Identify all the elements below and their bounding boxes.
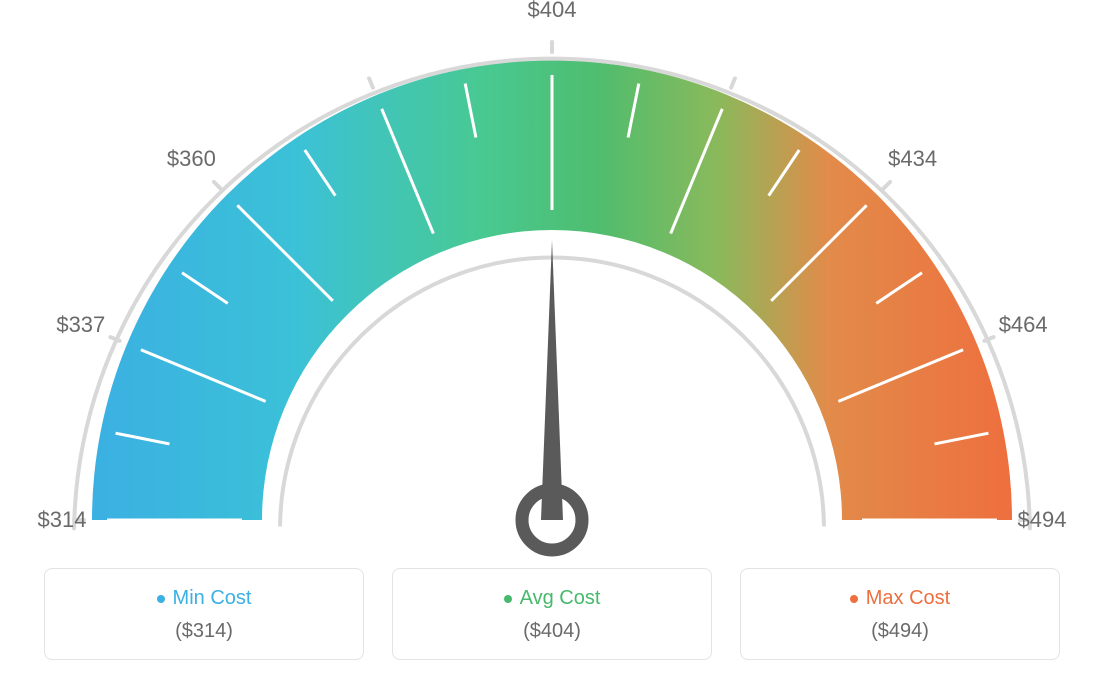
legend-value-avg: ($404) <box>403 620 701 643</box>
legend-card-min: Min Cost ($314) <box>44 568 364 660</box>
gauge-tick-label: $464 <box>999 312 1048 338</box>
legend-card-max: Max Cost ($494) <box>740 568 1060 660</box>
legend-label: Avg Cost <box>520 587 601 610</box>
gauge-tick-label: $314 <box>38 507 87 533</box>
dot-icon <box>850 595 858 603</box>
legend-row: Min Cost ($314) Avg Cost ($404) Max Cost… <box>0 568 1104 660</box>
cost-gauge: $314 $337 $360 $404 $434 $464 $494 <box>0 0 1104 560</box>
gauge-tick-label: $434 <box>888 146 937 172</box>
dot-icon <box>157 595 165 603</box>
legend-title-min: Min Cost <box>157 587 252 610</box>
gauge-tick-label: $494 <box>1018 507 1067 533</box>
legend-title-avg: Avg Cost <box>504 587 601 610</box>
gauge-svg <box>0 0 1104 560</box>
legend-value-min: ($314) <box>55 620 353 643</box>
legend-value-max: ($494) <box>751 620 1049 643</box>
legend-label: Min Cost <box>173 587 252 610</box>
gauge-tick-label: $404 <box>528 0 577 23</box>
dot-icon <box>504 595 512 603</box>
legend-title-max: Max Cost <box>850 587 950 610</box>
legend-card-avg: Avg Cost ($404) <box>392 568 712 660</box>
gauge-tick-label: $337 <box>56 312 105 338</box>
legend-label: Max Cost <box>866 587 950 610</box>
gauge-tick-label: $360 <box>167 146 216 172</box>
